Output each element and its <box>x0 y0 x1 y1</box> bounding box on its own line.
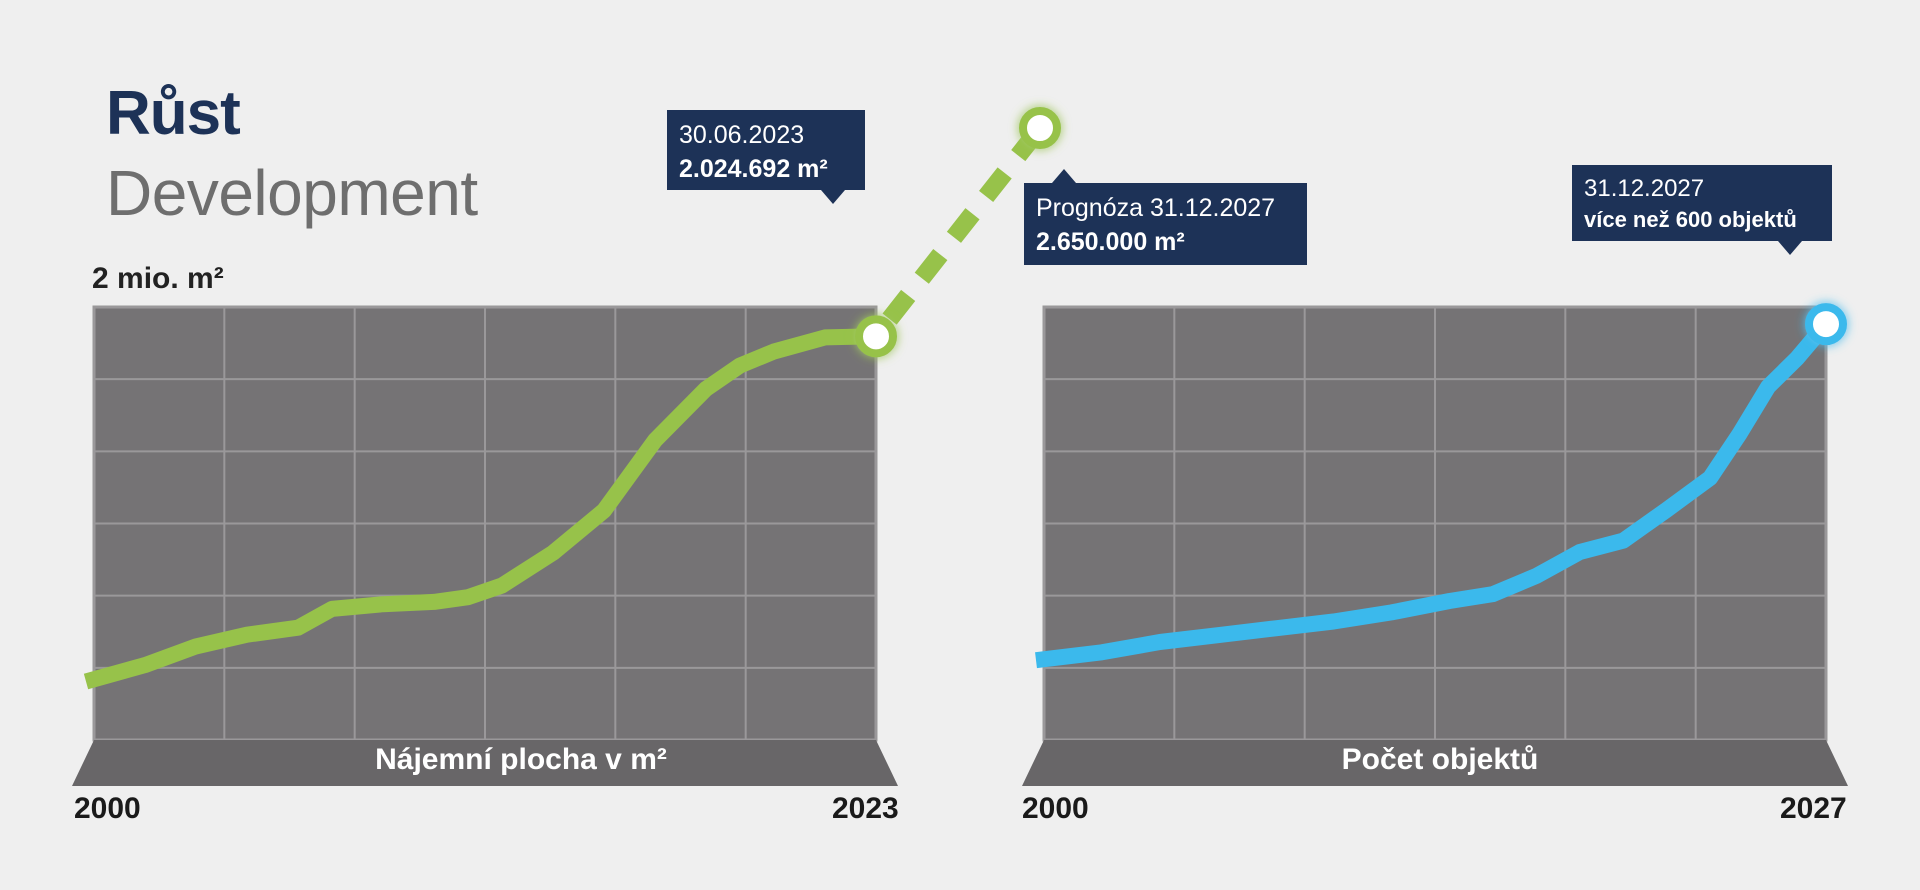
chart-base <box>1022 740 1848 786</box>
callout-area-actual-date: 30.06.2023 <box>679 121 805 149</box>
callout-area-actual: 30.06.2023 2.024.692 m² <box>667 110 865 204</box>
series-line <box>83 328 877 690</box>
objects-chart <box>1022 303 1848 786</box>
area-chart-xlabel: Nájemní plocha v m² <box>375 743 667 776</box>
objects-x-tick-end: 2027 <box>1780 792 1847 825</box>
area-x-tick-end: 2023 <box>832 792 899 825</box>
page-title: Růst <box>106 79 241 148</box>
area-chart <box>72 107 1061 786</box>
series-line <box>1035 318 1833 669</box>
callout-objects-forecast-value: více než 600 objektů <box>1584 207 1797 232</box>
y-axis-unit-label: 2 mio. m² <box>92 262 224 295</box>
callout-area-forecast: Prognóza 31.12.2027 2.650.000 m² <box>1024 169 1307 265</box>
forecast-point <box>1019 107 1061 149</box>
chart-base <box>72 740 898 786</box>
forecast-dashed-line <box>868 122 1048 342</box>
callout-area-actual-value: 2.024.692 m² <box>679 155 828 183</box>
end-point <box>855 315 897 358</box>
callout-area-forecast-value: 2.650.000 m² <box>1036 228 1185 256</box>
page-subtitle: Development <box>106 157 478 229</box>
objects-chart-xlabel: Počet objektů <box>1341 743 1539 776</box>
area-x-tick-start: 2000 <box>74 792 141 825</box>
objects-x-tick-start: 2000 <box>1022 792 1089 825</box>
callout-objects-forecast: 31.12.2027 více než 600 objektů <box>1572 165 1832 255</box>
end-point <box>1805 303 1847 346</box>
callout-area-forecast-date: Prognóza 31.12.2027 <box>1036 194 1276 222</box>
callout-objects-forecast-date: 31.12.2027 <box>1584 175 1705 202</box>
